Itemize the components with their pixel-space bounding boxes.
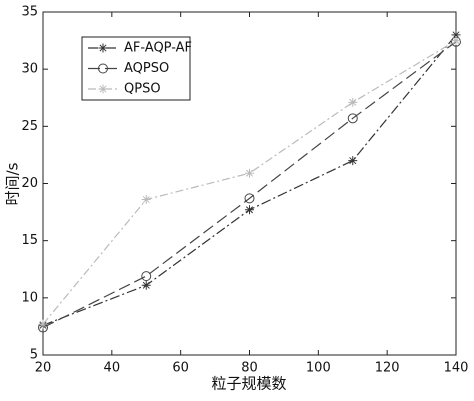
x-tick-label: 100 [306,361,331,376]
y-tick-label: 15 [21,233,38,248]
y-tick-label: 20 [21,176,38,191]
marker [141,271,152,282]
legend-label: AQPSO [124,61,169,76]
marker [245,168,254,178]
legend-marker [98,63,108,74]
y-tick-label: 5 [30,348,38,363]
x-tick-label: 20 [35,361,52,376]
legend-marker [98,43,108,53]
marker [141,280,151,290]
marker [244,193,255,204]
y-tick-label: 10 [21,290,38,305]
y-axis-label: 时间/s [4,162,22,205]
x-tick-label: 80 [241,361,258,376]
marker [451,30,461,40]
legend-label: AF-AQP-AF [124,41,192,56]
legend-label: QPSO [124,82,161,97]
marker [347,113,358,124]
marker [451,36,461,46]
y-tick-label: 30 [21,62,38,77]
x-tick-label: 120 [375,361,400,376]
legend: AF-AQP-AF AQPSO QPSO [81,36,192,101]
series-line [42,41,457,329]
x-tick-label: 40 [104,361,121,376]
x-axis-label: 粒子规模数 [211,375,286,393]
y-tick-label: 25 [21,119,38,134]
marker [348,156,358,166]
marker [38,319,48,329]
x-tick-label: 60 [172,361,189,376]
marker [141,195,151,205]
legend-marker [98,84,108,94]
x-tick-label: 140 [444,361,469,376]
marker [348,97,358,107]
y-tick-label: 35 [21,5,38,20]
marker [245,205,254,215]
